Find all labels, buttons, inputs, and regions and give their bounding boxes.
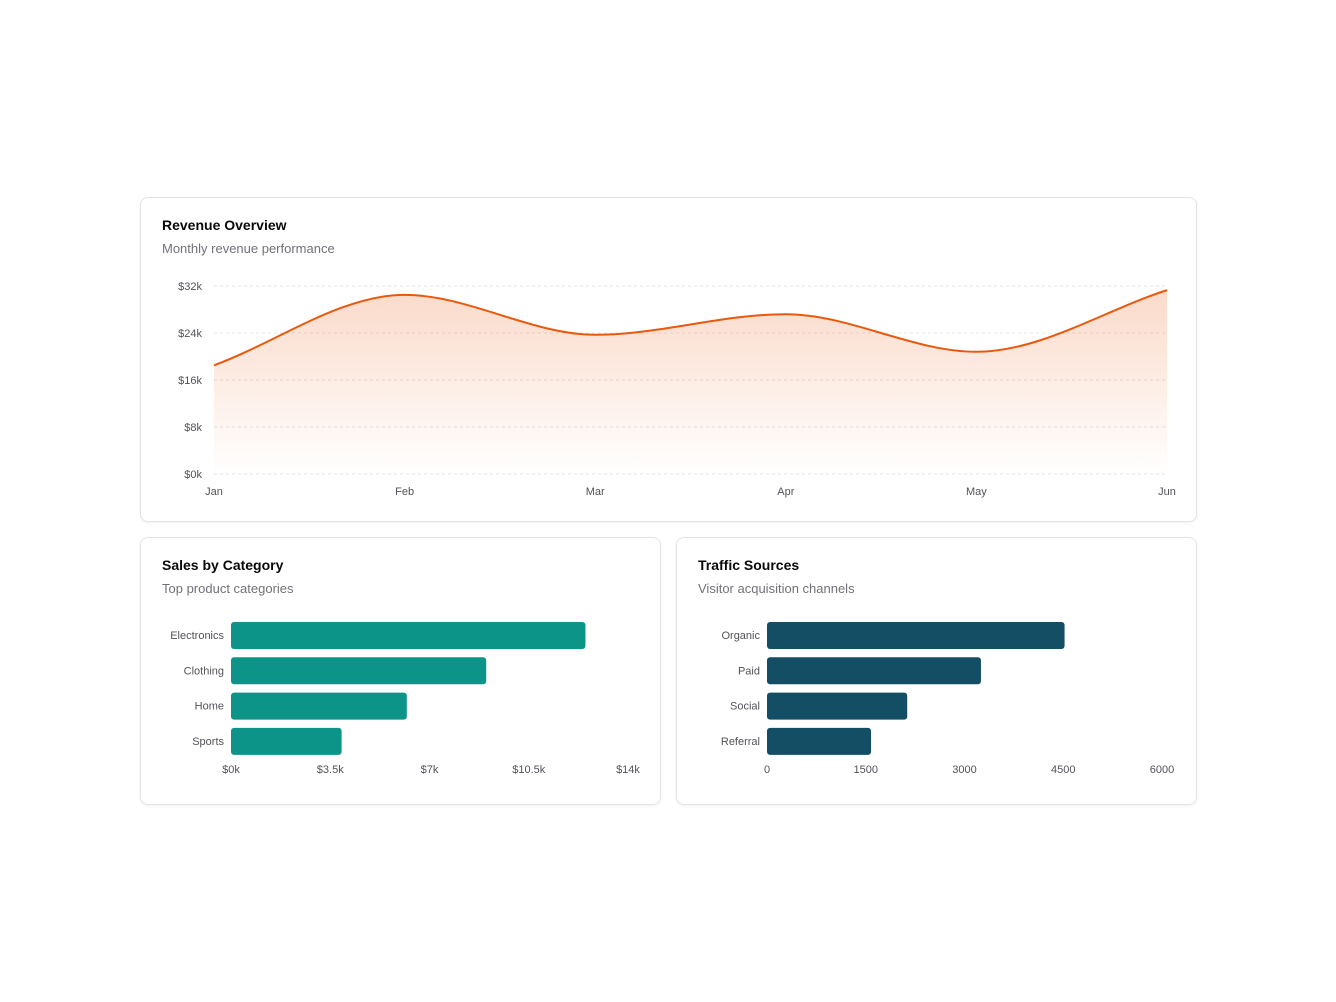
bar-referral [767,727,872,755]
x-tick-label: $0k [222,764,240,776]
y-tick-label: $16k [178,375,202,387]
y-tick-label: $32k [178,281,202,293]
category-label: Electronics [170,630,224,642]
category-label: Sports [192,736,224,748]
x-tick-label: Jun [1158,486,1176,498]
bar-clothing [231,657,487,685]
x-tick-label: $3.5k [317,764,344,776]
revenue-area [214,290,1167,474]
x-tick-label: 3000 [952,764,976,776]
revenue-chart: $0k $8k $16k $24k $32k Jan Feb Mar Apr May Jun [178,281,1176,498]
sales-title: Sales by Category [162,557,284,573]
category-label: Social [730,701,760,713]
revenue-line [213,289,1168,367]
bar-electronics [231,622,586,649]
x-tick-label: $7k [421,764,439,776]
bar-sports [231,727,342,755]
traffic-chart: Organic Paid Social Referral 0 1500 3000 4500 60… [721,622,1174,776]
traffic-title: Traffic Sources [698,557,800,573]
x-tick-label: Apr [777,486,794,498]
category-label: Home [195,701,224,713]
x-tick-label: 0 [764,764,770,776]
sales-card: Sales by Category Top product categories… [140,537,661,805]
x-tick-label: 1500 [854,764,878,776]
y-tick-label: $0k [184,469,202,481]
x-tick-label: Feb [395,486,414,498]
revenue-subtitle: Monthly revenue performance [162,241,335,256]
x-tick-label: 6000 [1150,764,1174,776]
y-tick-label: $8k [184,422,202,434]
x-tick-label: $10.5k [512,764,546,776]
bar-social [767,692,908,720]
traffic-subtitle: Visitor acquisition channels [698,581,855,596]
sales-subtitle: Top product categories [162,581,294,596]
bar-paid [767,657,981,685]
category-label: Paid [738,665,760,677]
x-tick-label: Mar [586,486,605,498]
x-tick-label: $14k [616,764,640,776]
category-label: Organic [721,630,760,642]
y-tick-label: $24k [178,328,202,340]
category-label: Clothing [184,665,224,677]
x-tick-label: 4500 [1051,764,1075,776]
x-tick-label: May [966,486,987,498]
sales-chart: Electronics Clothing Home Sports $0k $3.5k $7k… [170,622,640,776]
bar-home [231,692,407,720]
revenue-title: Revenue Overview [162,217,287,233]
x-tick-label: Jan [205,486,223,498]
category-label: Referral [721,736,760,748]
traffic-card: Traffic Sources Visitor acquisition chan… [676,537,1197,805]
revenue-card: Revenue Overview Monthly revenue perform… [140,197,1197,522]
bar-organic [767,622,1065,649]
